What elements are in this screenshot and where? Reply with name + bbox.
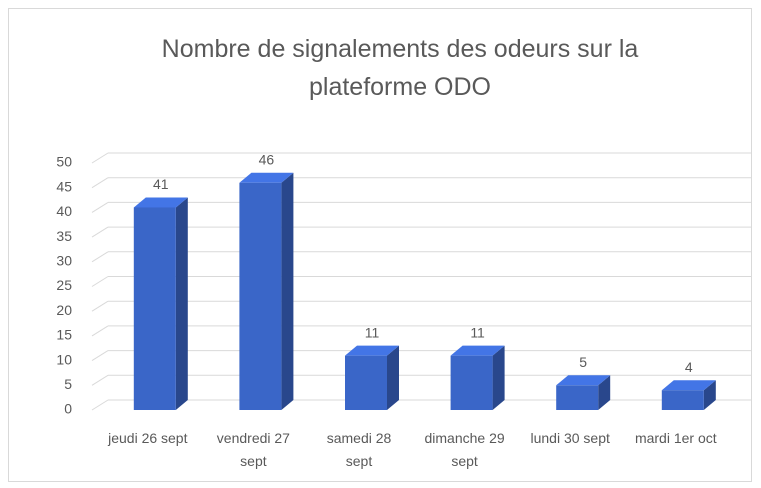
y-tick-label: 50 — [56, 154, 72, 170]
bar — [133, 197, 188, 410]
grid-line-side — [91, 350, 109, 362]
bar-top — [450, 345, 505, 356]
y-tick-label: 25 — [56, 277, 72, 293]
y-tick-label: 10 — [56, 351, 72, 367]
y-tick-label: 45 — [56, 178, 72, 194]
x-tick-label: mardi 1er oct — [634, 430, 717, 446]
grid-line-side — [91, 300, 109, 312]
grid-line-side — [91, 325, 109, 337]
bar-front — [345, 355, 387, 410]
y-tick-label: 15 — [56, 327, 72, 343]
value-label: 4 — [685, 359, 693, 375]
y-tick-label: 40 — [56, 203, 72, 219]
bar-top — [133, 197, 188, 208]
grid-line-side — [91, 399, 109, 411]
bar — [556, 375, 611, 410]
bar-side — [492, 345, 505, 410]
grid-line-side — [91, 177, 109, 189]
y-tick-label: 0 — [64, 401, 72, 417]
value-label: 5 — [579, 354, 587, 370]
value-label: 46 — [259, 151, 275, 167]
bar-side — [281, 172, 294, 410]
y-tick-label: 20 — [56, 302, 72, 318]
x-tick-label: dimanche 29 sept — [424, 430, 505, 469]
value-label: 11 — [470, 324, 485, 340]
chart-title: Nombre de signalements des odeurs sur la… — [161, 35, 639, 101]
y-tick-label: 5 — [64, 376, 72, 392]
bar-front — [450, 355, 493, 410]
y-tick-label: 35 — [56, 228, 72, 244]
grid-line-side — [91, 374, 109, 386]
grid-line-side — [91, 201, 109, 213]
bar-front — [556, 385, 599, 410]
bar — [450, 345, 505, 410]
grid-line-side — [91, 251, 109, 263]
x-tick-label: jeudi 26 sept — [108, 430, 188, 446]
chart-frame — [8, 8, 752, 482]
bar-top — [345, 345, 399, 356]
value-label: 11 — [365, 324, 380, 340]
grid-line-side — [91, 276, 109, 287]
value-label: 41 — [153, 176, 169, 192]
bar-top — [239, 172, 294, 183]
bar-top — [556, 375, 611, 386]
bar-front — [133, 207, 176, 410]
x-tick-label: lundi 30 sept — [530, 430, 610, 446]
bar — [239, 172, 294, 410]
bar-top — [661, 380, 716, 391]
y-tick-label: 30 — [56, 253, 72, 269]
bar-side — [703, 380, 716, 410]
bar-front — [239, 182, 282, 410]
bar-side — [598, 375, 611, 410]
bar-side — [387, 345, 399, 410]
x-tick-label: vendredi 27 sept — [216, 430, 290, 469]
x-tick-label: samedi 28 sept — [326, 430, 392, 469]
grid-line-side — [91, 226, 109, 238]
bar — [661, 380, 716, 410]
grid-line-side — [91, 152, 109, 164]
bar — [345, 345, 399, 410]
bar-side — [175, 197, 188, 410]
bar-front — [661, 390, 704, 410]
